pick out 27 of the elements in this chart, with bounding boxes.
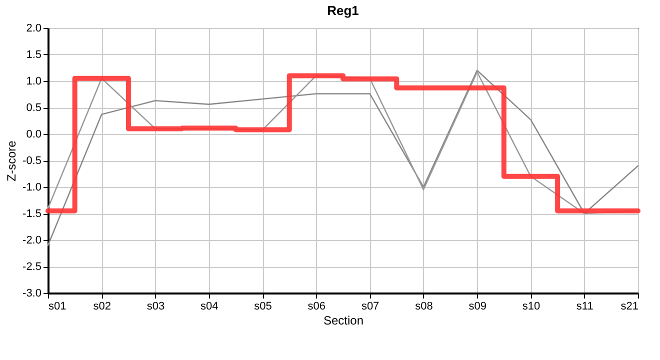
x-tick-label: s04 bbox=[200, 300, 218, 312]
y-tick-label: 1.0 bbox=[26, 76, 42, 88]
x-tick-label: s05 bbox=[254, 300, 272, 312]
y-tick-label: -2.5 bbox=[22, 261, 42, 273]
y-tick-label: 2.0 bbox=[26, 22, 42, 34]
y-tick-label: 1.5 bbox=[26, 49, 42, 61]
x-tick-label: s08 bbox=[415, 300, 433, 312]
y-tick-label: -1.0 bbox=[22, 182, 42, 194]
x-axis-title: Section bbox=[323, 314, 364, 328]
x-tick-label: s11 bbox=[576, 300, 594, 312]
x-tick-label: s01 bbox=[48, 300, 66, 312]
x-tick-label: s21 bbox=[620, 300, 638, 312]
x-tick-label: s07 bbox=[361, 300, 380, 312]
x-tick-label: s02 bbox=[93, 300, 112, 312]
y-tick-label: -1.5 bbox=[22, 208, 42, 220]
chart-title: Reg1 bbox=[327, 3, 359, 18]
x-tick-label: s09 bbox=[468, 300, 486, 312]
y-tick-label: -2.0 bbox=[22, 234, 42, 246]
y-axis-title: Z-score bbox=[4, 140, 19, 182]
y-tick-label: -3.0 bbox=[22, 288, 42, 300]
y-tick-label: -0.5 bbox=[22, 155, 42, 167]
x-tick-label: s10 bbox=[522, 300, 540, 312]
x-tick-label: s03 bbox=[146, 300, 165, 312]
line-series bbox=[47, 70, 639, 246]
y-tick-label: 0.5 bbox=[26, 102, 42, 114]
y-tick-label: 0.0 bbox=[26, 128, 42, 140]
x-tick-label: s06 bbox=[308, 300, 326, 312]
